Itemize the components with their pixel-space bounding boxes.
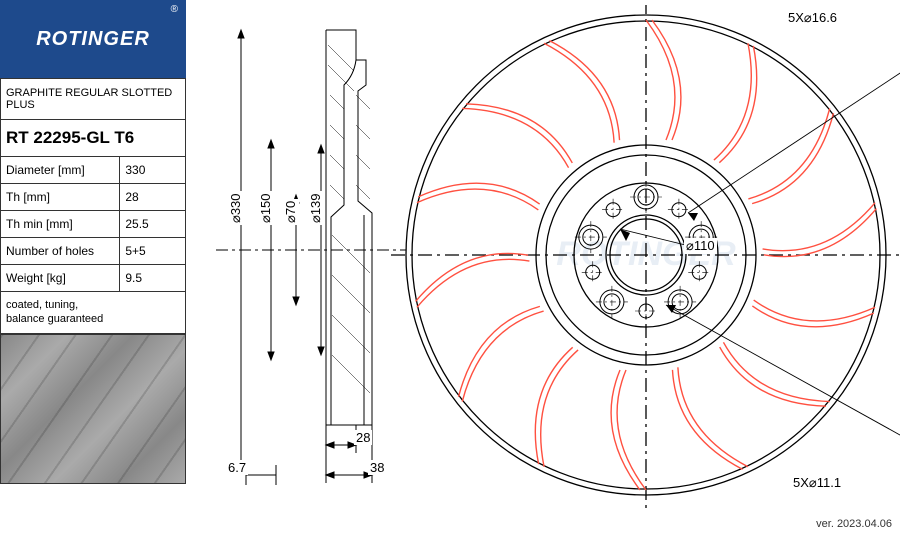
spec-value: 9.5 (120, 265, 186, 292)
dim-d70: ⌀70 (283, 199, 299, 225)
side-profile-drawing (196, 5, 416, 525)
version-label: ver. 2023.04.06 (816, 518, 892, 530)
spec-label: Th [mm] (1, 184, 120, 211)
brand-name: ROTINGER (36, 28, 150, 51)
registered-mark: ® (171, 4, 178, 15)
texture-preview (0, 334, 186, 484)
spec-value: 330 (120, 157, 186, 184)
dim-w28: 28 (354, 430, 372, 445)
spec-value: 28 (120, 184, 186, 211)
table-row: Diameter [mm] 330 (1, 157, 186, 184)
spec-label: Th min [mm] (1, 211, 120, 238)
table-row: Number of holes 5+5 (1, 238, 186, 265)
table-row: Th [mm] 28 (1, 184, 186, 211)
spec-value: 25.5 (120, 211, 186, 238)
part-number: RT 22295-GL T6 (1, 120, 186, 157)
dim-d330: ⌀330 (228, 191, 244, 225)
spec-label: Weight [kg] (1, 265, 120, 292)
spec-footer: coated, tuning, balance guaranteed (1, 292, 186, 334)
spec-table: GRAPHITE REGULAR SLOTTED PLUS RT 22295-G… (0, 78, 186, 334)
table-row: Weight [kg] 9.5 (1, 265, 186, 292)
spec-label: Diameter [mm] (1, 157, 120, 184)
callout-holes-outer: 5X⌀16.6 (786, 10, 839, 26)
dim-w38: 38 (368, 460, 386, 475)
dim-d139: ⌀139 (308, 191, 324, 225)
brand-logo: ROTINGER ® (0, 0, 186, 78)
dim-d150: ⌀150 (258, 191, 274, 225)
callout-holes-inner: 5X⌀11.1 (791, 475, 843, 491)
dim-w6-7: 6.7 (226, 460, 248, 475)
spec-label: Number of holes (1, 238, 120, 265)
table-row: Th min [mm] 25.5 (1, 211, 186, 238)
product-line: GRAPHITE REGULAR SLOTTED PLUS (1, 79, 186, 120)
technical-drawing: ⌀330 ⌀150 ⌀70 ⌀139 28 38 6.7 ROTINGER (186, 0, 900, 534)
callout-center-d: ⌀110 (684, 238, 717, 254)
front-view-drawing: ROTINGER (386, 5, 900, 525)
spec-value: 5+5 (120, 238, 186, 265)
